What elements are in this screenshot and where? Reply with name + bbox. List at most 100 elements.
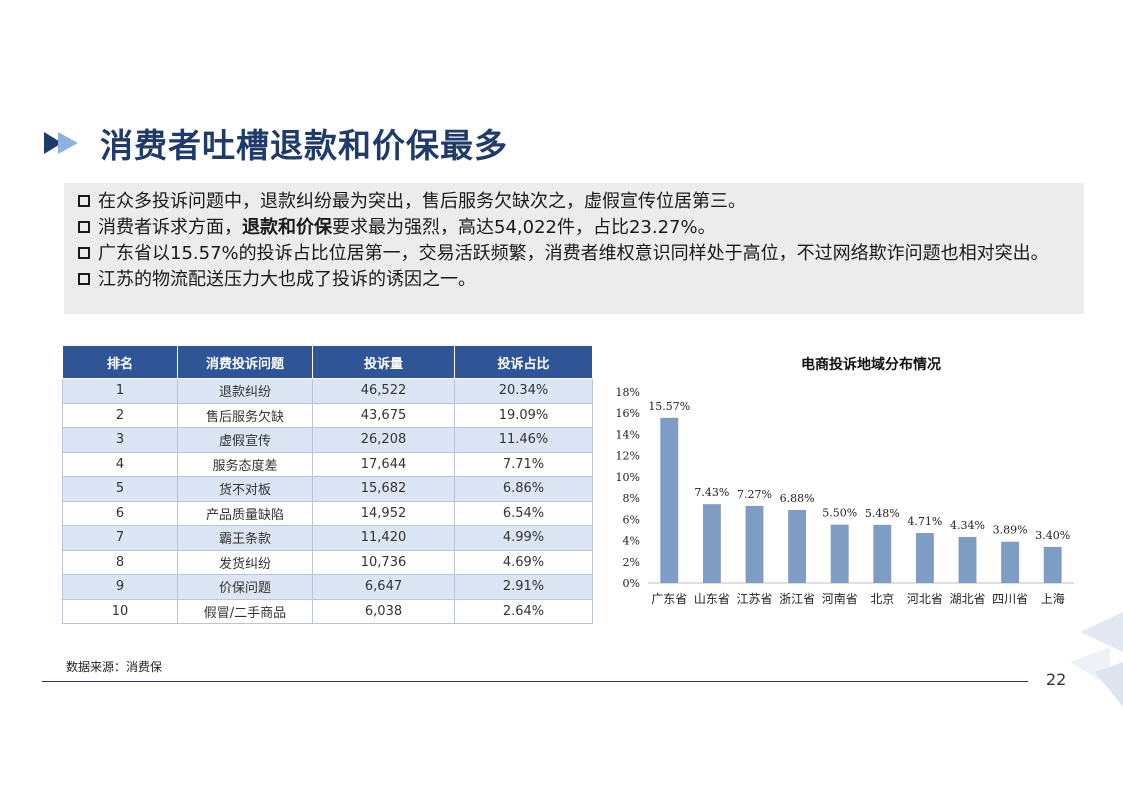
- title-arrow-icon: [44, 132, 78, 154]
- y-tick-label: 10%: [616, 471, 640, 484]
- bullet-square-icon: [78, 247, 90, 259]
- data-label: 4.34%: [950, 519, 985, 532]
- table-cell: 11.46%: [454, 427, 593, 453]
- bar: [745, 505, 764, 583]
- y-tick-label: 18%: [616, 386, 640, 399]
- table-row: 8 发货纠纷 10,736 4.69%: [62, 549, 593, 575]
- x-tick-label: 广东省: [651, 592, 687, 606]
- table-header-cell: 投诉占比: [454, 345, 593, 379]
- bullet-square-icon: [78, 221, 90, 233]
- table-header-row: 排名 消费投诉问题 投诉量 投诉占比: [62, 345, 593, 379]
- table-cell: 10,736: [312, 549, 455, 575]
- data-label: 3.89%: [993, 524, 1028, 537]
- table-cell: 11,420: [312, 525, 455, 551]
- bar: [830, 524, 849, 583]
- table-header-cell: 消费投诉问题: [177, 345, 313, 379]
- table-cell: 4: [62, 451, 178, 477]
- table-cell: 7.71%: [454, 451, 593, 477]
- table-row: 9 价保问题 6,647 2.91%: [62, 574, 593, 600]
- table-row: 7 霸王条款 11,420 4.99%: [62, 525, 593, 551]
- table-header-cell: 排名: [62, 345, 178, 379]
- table-cell: 8: [62, 549, 178, 575]
- table-cell: 15,682: [312, 476, 455, 502]
- bar: [915, 533, 934, 583]
- bar: [660, 417, 679, 583]
- x-tick-label: 河北省: [907, 592, 943, 606]
- y-tick-label: 4%: [623, 535, 640, 548]
- table-cell: 26,208: [312, 427, 455, 453]
- table-cell: 6.54%: [454, 500, 593, 526]
- table-cell: 20.34%: [454, 378, 593, 404]
- table-cell: 3: [62, 427, 178, 453]
- x-tick-label: 湖北省: [949, 591, 985, 606]
- table-row: 3 虚假宣传 26,208 11.46%: [62, 427, 593, 453]
- table-row: 1 退款纠纷 46,522 20.34%: [62, 378, 593, 404]
- bullet-text-bold: 退款和价保: [242, 217, 332, 238]
- bar: [1043, 546, 1062, 583]
- table-cell: 1: [62, 378, 178, 404]
- bullet-text-pre: 消费者诉求方面，: [98, 217, 242, 238]
- bullet-text-pre: 在众多投诉问题中，退款纠纷最为突出，售后服务欠缺次之，虚假宣传位居第三。: [98, 191, 746, 212]
- data-label: 5.50%: [822, 507, 857, 520]
- y-tick-label: 12%: [616, 450, 640, 463]
- table-cell: 4.99%: [454, 525, 593, 551]
- bullet-text: 广东省以15.57%的投诉占比位居第一，交易活跃频繁，消费者维权意识同样处于高位…: [98, 241, 1070, 267]
- bullet-text: 消费者诉求方面，退款和价保要求最为强烈，高达54,022件，占比23.27%。: [98, 215, 1070, 241]
- table-row: 4 服务态度差 17,644 7.71%: [62, 451, 593, 477]
- table-cell: 46,522: [312, 378, 455, 404]
- table-cell: 43,675: [312, 402, 455, 428]
- bar: [1001, 541, 1020, 583]
- table-cell: 虚假宣传: [177, 427, 313, 453]
- region-chart: 电商投诉地域分布情况 0% 2% 4% 6% 8% 10% 12% 14% 16% 18% 15.57…: [604, 345, 1084, 615]
- bullet-item: 江苏的物流配送压力大也成了投诉的诱因之一。: [78, 267, 1070, 293]
- corner-decoration-icon: [1070, 612, 1123, 707]
- x-tick-label: 上海: [1041, 591, 1065, 606]
- bullet-text-pre: 江苏的物流配送压力大也成了投诉的诱因之一。: [98, 269, 476, 290]
- table-cell: 5: [62, 476, 178, 502]
- table-cell: 货不对板: [177, 476, 313, 502]
- y-tick-label: 6%: [623, 513, 640, 526]
- page-title: 消费者吐槽退款和价保最多: [100, 126, 508, 165]
- x-tick-label: 河南省: [822, 591, 858, 606]
- data-label: 7.27%: [737, 488, 772, 501]
- table-row: 5 货不对板 15,682 6.86%: [62, 476, 593, 502]
- data-label: 6.88%: [780, 492, 815, 505]
- chart-title: 电商投诉地域分布情况: [801, 356, 941, 373]
- table-cell: 14,952: [312, 500, 455, 526]
- data-label: 15.57%: [648, 400, 690, 413]
- x-tick-label: 浙江省: [779, 592, 815, 606]
- table-cell: 发货纠纷: [177, 549, 313, 575]
- table-cell: 17,644: [312, 451, 455, 477]
- table-cell: 霸王条款: [177, 525, 313, 551]
- bullet-square-icon: [78, 195, 90, 207]
- table-cell: 6,038: [312, 598, 455, 624]
- bar: [958, 536, 977, 583]
- bullet-text-post: 要求最为强烈，高达54,022件，占比23.27%。: [332, 217, 716, 238]
- y-tick-label: 8%: [623, 492, 640, 505]
- title-row: 消费者吐槽退款和价保最多: [44, 118, 508, 168]
- data-label: 5.48%: [865, 507, 900, 520]
- table-cell: 售后服务欠缺: [177, 402, 313, 428]
- table-cell: 10: [62, 598, 178, 624]
- table-cell: 6,647: [312, 574, 455, 600]
- table-cell: 9: [62, 574, 178, 600]
- bar: [873, 524, 892, 583]
- y-tick-label: 16%: [616, 407, 640, 420]
- data-label: 4.71%: [907, 515, 942, 528]
- table-cell: 4.69%: [454, 549, 593, 575]
- data-source: 数据来源：消费保: [66, 660, 163, 674]
- bullet-text: 在众多投诉问题中，退款纠纷最为突出，售后服务欠缺次之，虚假宣传位居第三。: [98, 189, 1070, 215]
- bullet-square-icon: [78, 273, 90, 285]
- table-cell: 7: [62, 525, 178, 551]
- bullet-item: 在众多投诉问题中，退款纠纷最为突出，售后服务欠缺次之，虚假宣传位居第三。: [78, 189, 1070, 215]
- table-cell: 产品质量缺陷: [177, 500, 313, 526]
- y-tick-label: 2%: [623, 556, 640, 569]
- y-tick-label: 0%: [623, 577, 640, 590]
- bullet-item: 广东省以15.57%的投诉占比位居第一，交易活跃频繁，消费者维权意识同样处于高位…: [78, 241, 1070, 267]
- page-number: 22: [1046, 670, 1067, 689]
- footer-divider: [42, 681, 1028, 682]
- table-body: 1 退款纠纷 46,522 20.34% 2 售后服务欠缺 43,675 19.09% 3 虚假宣…: [62, 378, 593, 624]
- table-header-cell: 投诉量: [312, 345, 455, 379]
- x-tick-label: 江苏省: [736, 592, 772, 606]
- x-tick-label: 北京: [870, 592, 894, 606]
